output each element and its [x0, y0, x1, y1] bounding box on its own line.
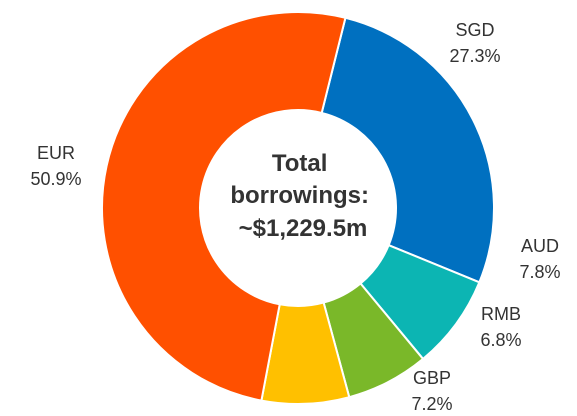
center-label-line-3: ~$1,229.5m — [239, 215, 368, 242]
slice-label-sgd: SGD — [455, 20, 494, 40]
slice-label-aud: AUD — [521, 236, 559, 256]
slice-label-rmb: RMB — [481, 304, 521, 324]
slice-value-gbp: 7.2% — [411, 394, 452, 414]
slice-label-eur: EUR — [37, 143, 75, 163]
slice-value-aud: 7.8% — [519, 262, 560, 282]
center-label-line-1: Total — [272, 150, 328, 177]
slice-label-gbp: GBP — [413, 368, 451, 388]
slice-eur — [101, 11, 347, 402]
center-label-line-2: borrowings: — [230, 182, 369, 209]
slice-sgd — [320, 16, 495, 284]
slice-labels: SGD 27.3% AUD 7.8% RMB 6.8% GBP 7.2% EUR 50.9% — [30, 20, 560, 414]
slice-value-eur: 50.9% — [30, 169, 81, 189]
center-label: Total borrowings: ~$1,229.5m — [230, 150, 375, 242]
slice-value-sgd: 27.3% — [449, 46, 500, 66]
slice-value-rmb: 6.8% — [480, 330, 521, 350]
donut-slices — [101, 11, 495, 405]
